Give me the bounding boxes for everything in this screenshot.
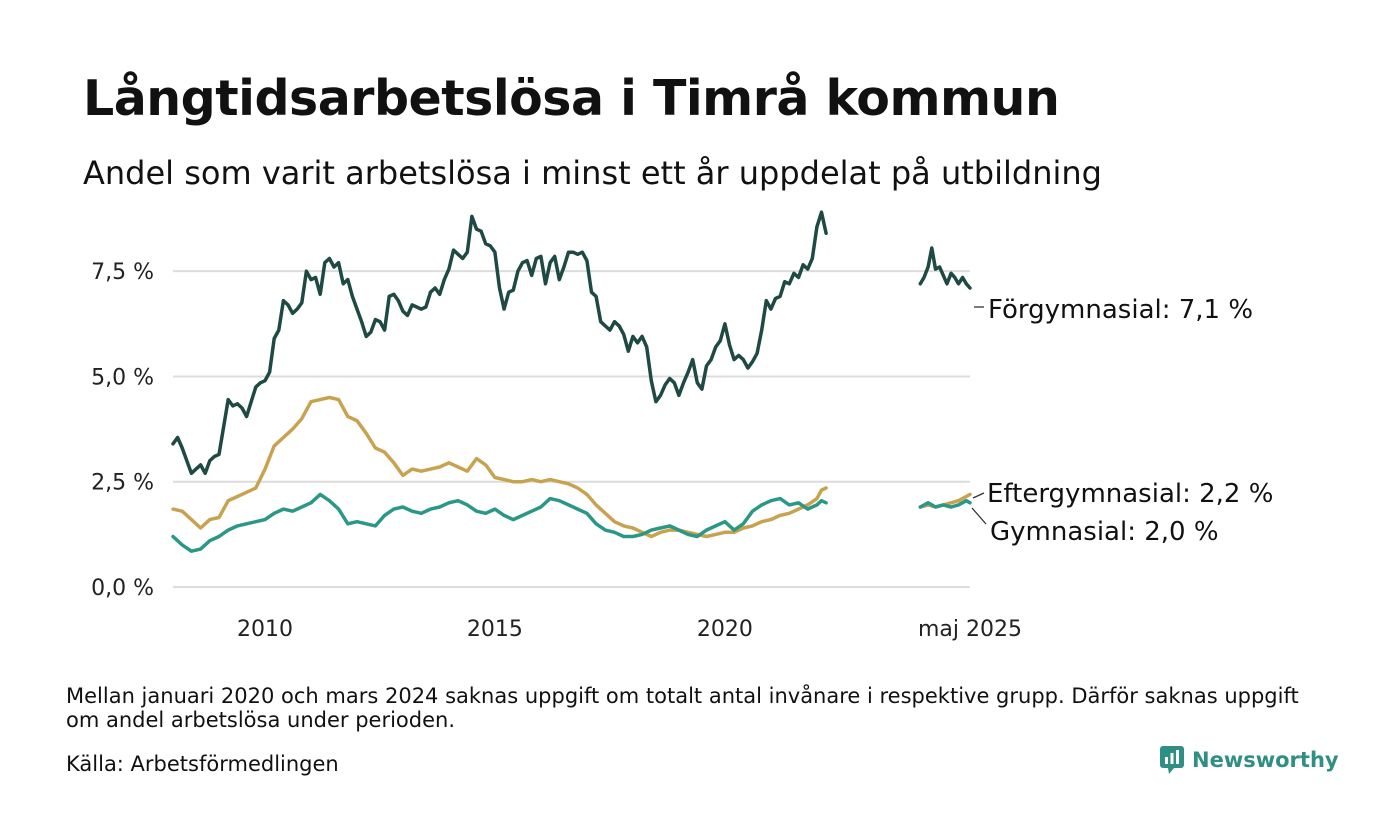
x-tick-label: maj 2025 [918, 617, 1022, 642]
series-line-gymnasial-recent [918, 498, 972, 509]
series-end-label-eftergymnasial: Eftergymnasial: 2,2 % [987, 479, 1273, 509]
chart-title: Långtidsarbetslösa i Timrå kommun [83, 70, 1060, 127]
y-tick-label: 7,5 % [91, 260, 154, 285]
newsworthy-logo: Newsworthy [1160, 746, 1339, 774]
x-tick-label: 2020 [697, 617, 753, 642]
series-end-label-gymnasial: Gymnasial: 2,0 % [990, 517, 1219, 547]
y-tick-label: 2,5 % [91, 471, 154, 496]
series-line-eftergymnasial [171, 395, 828, 539]
series-line-förgymnasial [171, 210, 828, 476]
x-axis-tick-labels: 2010 2015 2020 maj 2025 [237, 617, 1022, 642]
series-line-gymnasial [171, 492, 828, 553]
series-end-label-förgymnasial: Förgymnasial: 7,1 % [988, 295, 1253, 325]
chart-subtitle: Andel som varit arbetslösa i minst ett å… [83, 154, 1102, 192]
y-axis-tick-labels: 0,0 % 2,5 % 5,0 % 7,5 % [91, 260, 154, 601]
series-end-labels: Förgymnasial: 7,1 % Eftergymnasial: 2,2 %… [971, 295, 1273, 547]
newsworthy-logo-text: Newsworthy [1192, 748, 1339, 772]
series-line-förgymnasial-recent [918, 246, 972, 290]
x-tick-label: 2010 [237, 617, 293, 642]
source-text: Källa: Arbetsförmedlingen [66, 752, 339, 776]
y-tick-label: 5,0 % [91, 365, 154, 390]
y-tick-label: 0,0 % [91, 576, 154, 601]
newsworthy-logo-icon [1160, 746, 1184, 774]
label-leader-eftergymnasial [972, 492, 985, 499]
series-lines [171, 210, 972, 553]
x-tick-label: 2015 [467, 617, 523, 642]
label-leader-gymnasial [971, 507, 987, 525]
line-chart: 0,0 % 2,5 % 5,0 % 7,5 % 2010 2015 2020 maj 202… [91, 210, 1273, 642]
footnote: Mellan januari 2020 och mars 2024 saknas… [66, 684, 1299, 732]
